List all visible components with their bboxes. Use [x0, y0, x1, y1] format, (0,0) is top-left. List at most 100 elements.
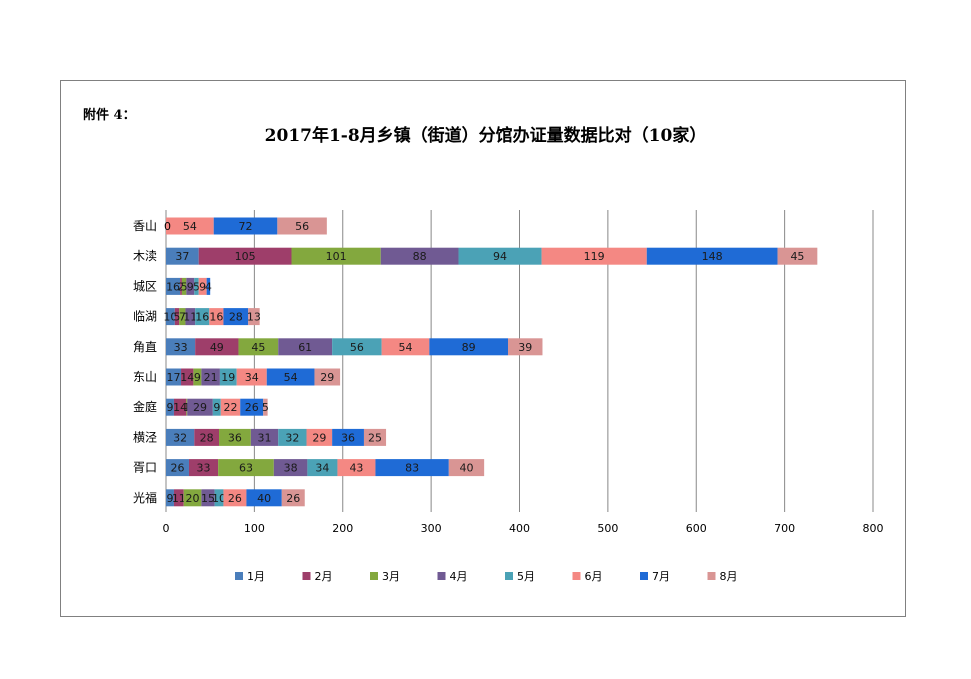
- bar-segment: [187, 398, 213, 416]
- data-label: 148: [702, 250, 723, 263]
- bar-segment: [363, 428, 387, 446]
- bar-segment: [166, 489, 174, 507]
- legend-label: 3月: [382, 570, 400, 583]
- bar-segment: [219, 428, 251, 446]
- bar-segment: [646, 247, 778, 265]
- data-label: 39: [518, 341, 532, 354]
- data-label: 54: [284, 371, 298, 384]
- data-label: 9: [199, 280, 206, 293]
- data-label: 54: [398, 341, 412, 354]
- bar-segment: [206, 277, 211, 295]
- legend-label: 2月: [315, 570, 333, 583]
- data-label: 7: [179, 311, 186, 324]
- data-label: 45: [790, 250, 804, 263]
- bar-segment: [173, 489, 184, 507]
- data-label: 28: [200, 431, 214, 444]
- data-label: 56: [350, 341, 364, 354]
- bar-segment: [332, 428, 364, 446]
- data-label: 25: [368, 431, 382, 444]
- bar-segment: [180, 277, 182, 295]
- bar-segment: [278, 428, 307, 446]
- attachment-label: 附件 4：: [83, 108, 136, 123]
- data-label: 11: [172, 492, 186, 505]
- bar-segment: [332, 338, 382, 356]
- data-label: 49: [210, 341, 224, 354]
- data-label: 94: [493, 250, 507, 263]
- data-label: 5: [174, 311, 181, 324]
- y-category-label: 香山: [133, 219, 157, 233]
- data-label: 40: [459, 462, 473, 475]
- data-label: 10: [163, 311, 177, 324]
- data-label: 29: [193, 401, 207, 414]
- data-label: 9: [194, 371, 201, 384]
- data-label: 34: [245, 371, 259, 384]
- bar-segment: [193, 368, 202, 386]
- x-tick-label: 700: [774, 522, 795, 535]
- legend-label: 7月: [652, 570, 670, 583]
- data-label: 2: [178, 280, 185, 293]
- data-label: 9: [166, 492, 173, 505]
- x-tick-label: 600: [686, 522, 707, 535]
- data-label: 40: [257, 492, 271, 505]
- data-label: 19: [221, 371, 235, 384]
- data-label: 26: [286, 492, 300, 505]
- data-label: 11: [183, 311, 197, 324]
- y-category-label: 临湖: [133, 309, 157, 324]
- data-label: 28: [229, 311, 243, 324]
- bar-segment: [314, 368, 341, 386]
- legend-swatch: [437, 572, 446, 580]
- data-label: 5: [193, 280, 200, 293]
- data-label: 105: [235, 250, 256, 263]
- bar-segment: [250, 428, 279, 446]
- chart-title: 2017年1-8月乡镇（街道）分馆办证量数据比对（10家）: [264, 126, 707, 146]
- bar-segment: [214, 489, 224, 507]
- bar-segment: [220, 398, 241, 416]
- bar-segment: [173, 398, 187, 416]
- data-label: 10: [212, 492, 226, 505]
- bar-segment: [183, 489, 202, 507]
- bar-segment: [448, 459, 485, 477]
- bar-segment: [277, 217, 327, 235]
- data-label: 1: [183, 401, 190, 414]
- bar-segment: [198, 247, 292, 265]
- data-label: 36: [228, 431, 242, 444]
- bar-segment: [166, 459, 189, 477]
- data-label: 101: [326, 250, 347, 263]
- bar-segment: [186, 277, 195, 295]
- y-category-label: 角直: [133, 340, 157, 354]
- bar-segment: [166, 217, 214, 235]
- data-label: 54: [183, 220, 197, 233]
- bar-segment: [218, 459, 274, 477]
- bar-segment: [166, 398, 174, 416]
- legend-label: 4月: [450, 570, 468, 583]
- y-category-label: 城区: [133, 279, 157, 293]
- y-category-label: 金庭: [133, 399, 157, 414]
- bar-segment: [209, 308, 224, 326]
- data-label: 22: [224, 401, 238, 414]
- data-label: 16: [209, 311, 223, 324]
- legend-swatch: [640, 572, 648, 580]
- bar-segment: [248, 308, 260, 326]
- data-label: 21: [204, 371, 218, 384]
- data-label: 83: [405, 462, 419, 475]
- y-category-label: 横泾: [133, 430, 157, 444]
- data-label: 29: [320, 371, 334, 384]
- data-label: 15: [201, 492, 215, 505]
- data-label: 9: [213, 401, 220, 414]
- data-label: 16: [195, 311, 209, 324]
- data-label: 43: [349, 462, 363, 475]
- bar-segment: [185, 308, 196, 326]
- bar-segment: [166, 247, 199, 265]
- bar-segment: [195, 338, 239, 356]
- y-category-label: 光福: [133, 490, 157, 505]
- data-label: 88: [413, 250, 427, 263]
- legend-label: 8月: [720, 570, 738, 583]
- bar-segment: [278, 338, 333, 356]
- data-label: 33: [174, 341, 188, 354]
- bar-segment: [166, 277, 181, 295]
- data-label: 33: [197, 462, 211, 475]
- bar-segment: [380, 247, 459, 265]
- data-label: 14: [173, 401, 187, 414]
- bar-segment: [458, 247, 542, 265]
- data-label: 13: [247, 311, 261, 324]
